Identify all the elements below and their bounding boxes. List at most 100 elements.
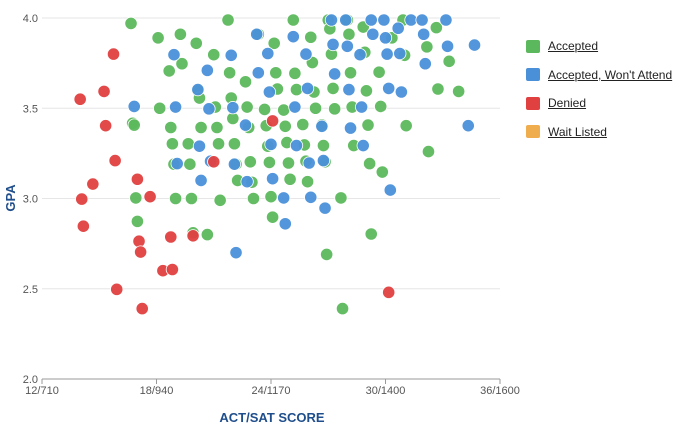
data-point — [278, 217, 292, 231]
x-tick-label: 18/940 — [140, 385, 174, 397]
data-point — [364, 13, 378, 27]
legend-item-denied[interactable]: Denied — [526, 89, 672, 118]
data-point — [380, 47, 394, 61]
data-point — [108, 154, 122, 168]
data-point — [304, 190, 318, 204]
y-tick-label: 3.5 — [23, 103, 38, 115]
data-point — [353, 48, 367, 62]
data-point — [97, 84, 111, 99]
data-point — [243, 155, 257, 169]
data-point — [326, 81, 340, 96]
data-point — [326, 37, 340, 52]
x-axis-title: ACT/SAT SCORE — [219, 410, 325, 425]
data-point — [194, 173, 208, 188]
data-point — [240, 175, 254, 189]
data-point — [343, 66, 358, 80]
data-point — [339, 13, 353, 27]
data-point — [192, 139, 207, 153]
data-point — [200, 228, 214, 242]
legend-swatch-wait-listed — [526, 125, 540, 139]
data-point — [229, 246, 243, 260]
y-tick-label: 2.5 — [23, 284, 38, 296]
data-point — [289, 138, 304, 153]
data-point — [302, 156, 316, 170]
data-point — [164, 230, 178, 244]
data-point — [250, 27, 264, 41]
data-point — [265, 114, 280, 128]
data-point — [289, 83, 304, 97]
data-point — [223, 66, 237, 80]
data-point — [207, 155, 221, 169]
data-point — [170, 157, 184, 171]
data-point — [429, 21, 443, 35]
data-point — [168, 100, 183, 114]
data-point — [356, 138, 370, 153]
data-point — [265, 172, 280, 186]
data-point — [299, 47, 313, 61]
data-point — [189, 36, 203, 50]
legend: Accepted Accepted, Won't Attend Denied W… — [526, 32, 672, 146]
data-point — [173, 27, 187, 41]
data-point — [308, 101, 323, 115]
data-point — [288, 100, 302, 114]
data-point — [269, 66, 283, 80]
data-point — [399, 119, 413, 133]
data-point — [76, 219, 90, 233]
legend-label-accepted-wont-attend: Accepted, Won't Attend — [548, 67, 673, 82]
data-point — [264, 190, 278, 204]
legend-item-wait-listed[interactable]: Wait Listed — [526, 118, 672, 147]
data-point — [277, 103, 291, 117]
data-point — [183, 157, 197, 171]
data-point — [127, 118, 141, 132]
data-point — [224, 48, 238, 62]
data-point — [240, 100, 254, 114]
x-tick-label: 12/710 — [25, 385, 59, 397]
data-point — [191, 83, 205, 97]
data-point — [127, 99, 141, 114]
data-point — [393, 46, 407, 61]
data-point — [467, 38, 482, 52]
data-point — [129, 191, 143, 205]
data-point — [207, 48, 221, 62]
data-point — [238, 118, 253, 132]
data-point — [286, 30, 300, 44]
x-tick-label: 24/1170 — [252, 385, 291, 397]
data-point — [165, 137, 179, 151]
data-point — [431, 82, 445, 96]
data-point — [288, 66, 302, 80]
data-point — [262, 155, 276, 169]
data-point — [211, 137, 226, 151]
data-points — [73, 13, 482, 316]
data-point — [143, 190, 157, 204]
data-point — [175, 57, 189, 71]
data-point — [300, 175, 315, 189]
y-axis-title: GPA — [3, 184, 18, 212]
data-point — [227, 157, 242, 171]
data-point — [378, 31, 393, 45]
legend-label-wait-listed: Wait Listed — [548, 124, 607, 139]
data-point — [238, 75, 253, 89]
data-point — [318, 201, 332, 215]
data-point — [296, 117, 310, 132]
data-point — [261, 46, 275, 61]
legend-item-accepted[interactable]: Accepted — [526, 32, 672, 61]
legend-label-accepted: Accepted — [548, 39, 599, 54]
x-tick-label: 36/1600 — [480, 385, 520, 397]
legend-item-accepted-wont-attend[interactable]: Accepted, Won't Attend — [526, 61, 672, 90]
data-point — [264, 137, 278, 151]
data-point — [300, 81, 315, 96]
data-point — [167, 48, 181, 62]
data-point — [340, 39, 354, 53]
data-point — [420, 40, 434, 54]
data-point — [442, 54, 456, 68]
data-point — [383, 183, 397, 197]
data-point — [364, 227, 378, 241]
data-point — [186, 229, 200, 243]
axes: 2.0 2.5 3.0 3.5 4.0 12/710 18/940 24/1170 30/140… — [23, 13, 520, 397]
data-point — [382, 285, 396, 299]
data-point — [452, 84, 466, 99]
data-point — [226, 101, 240, 115]
data-point — [164, 120, 178, 135]
data-point — [440, 39, 455, 53]
